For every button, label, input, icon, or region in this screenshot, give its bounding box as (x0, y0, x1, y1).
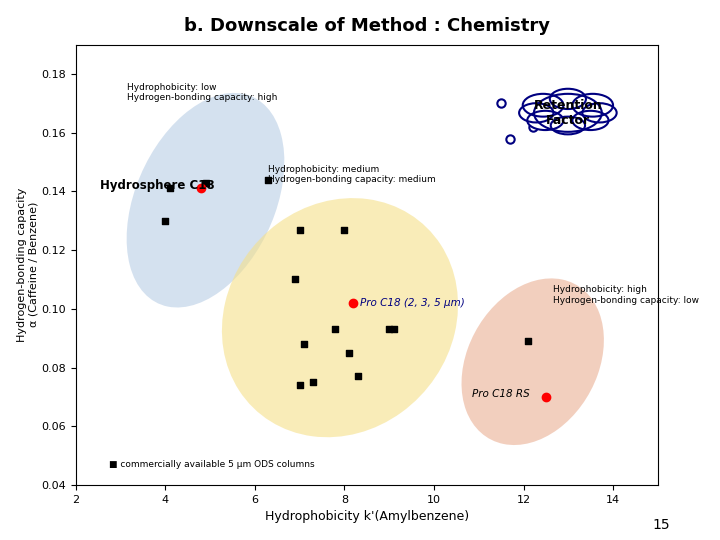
Text: Retention
Factor: Retention Factor (534, 99, 602, 127)
Text: Pro C18 (2, 3, 5 μm): Pro C18 (2, 3, 5 μm) (360, 298, 465, 308)
Point (263, 176, 274, 184)
Title: b. Downscale of Method : Chemistry: b. Downscale of Method : Chemistry (184, 17, 550, 35)
Ellipse shape (550, 89, 586, 109)
Point (294, 381, 305, 389)
Point (343, 349, 355, 357)
Ellipse shape (527, 111, 563, 130)
Point (164, 184, 176, 193)
Ellipse shape (582, 103, 616, 123)
Ellipse shape (551, 117, 585, 134)
Point (199, 178, 211, 187)
X-axis label: Hydrophobicity k'(Amylbenzene): Hydrophobicity k'(Amylbenzene) (265, 510, 469, 523)
Text: Hydrophobicity: medium
Hydrogen-bonding capacity: medium: Hydrophobicity: medium Hydrogen-bonding … (269, 165, 436, 184)
Ellipse shape (222, 198, 458, 437)
Ellipse shape (534, 94, 602, 132)
Ellipse shape (462, 279, 604, 445)
Text: Hydrophobicity: high
Hydrogen-bonding capacity: low: Hydrophobicity: high Hydrogen-bonding ca… (553, 285, 699, 305)
Point (384, 325, 395, 334)
Text: Pro C18 RS: Pro C18 RS (472, 389, 530, 399)
Ellipse shape (127, 93, 284, 307)
Point (330, 325, 341, 334)
Y-axis label: Hydrogen-bonding capacity
α (Caffeine / Benzene): Hydrogen-bonding capacity α (Caffeine / … (17, 187, 38, 342)
Point (523, 337, 534, 346)
Ellipse shape (572, 94, 613, 117)
Point (338, 225, 350, 234)
Ellipse shape (519, 103, 554, 123)
Text: Hydrophobicity: low
Hydrogen-bonding capacity: high: Hydrophobicity: low Hydrogen-bonding cap… (127, 83, 277, 102)
Ellipse shape (523, 94, 563, 117)
Text: 15: 15 (652, 518, 670, 532)
Point (307, 378, 319, 387)
Point (294, 225, 305, 234)
Point (289, 275, 301, 284)
Text: ■ commercially available 5 μm ODS columns: ■ commercially available 5 μm ODS column… (109, 460, 315, 469)
Point (352, 372, 364, 381)
Point (298, 340, 310, 348)
Ellipse shape (572, 111, 608, 130)
Point (159, 217, 171, 225)
Text: Hydrosphere C18: Hydrosphere C18 (100, 179, 215, 192)
Point (388, 325, 400, 334)
